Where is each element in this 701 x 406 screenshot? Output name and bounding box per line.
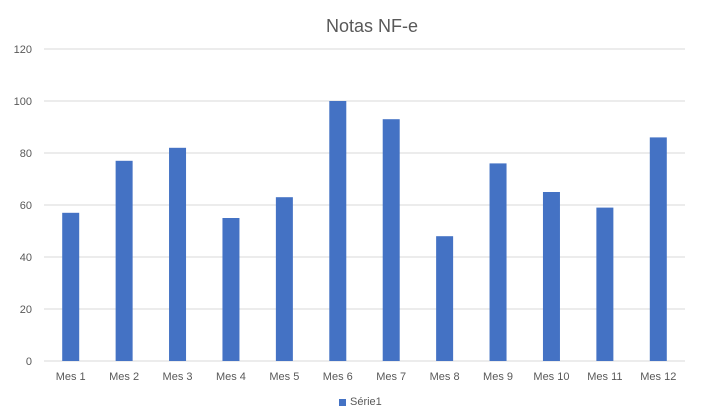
- chart-title: Notas NF-e: [326, 16, 418, 36]
- x-tick-label: Mes 1: [56, 371, 86, 383]
- legend: Série1: [339, 396, 382, 406]
- x-tick-label: Mes 2: [109, 371, 139, 383]
- y-tick-label: 20: [20, 304, 32, 316]
- bar: [329, 101, 347, 361]
- y-tick-label: 80: [20, 148, 32, 160]
- bar: [275, 197, 293, 361]
- x-tick-label: Mes 6: [323, 371, 353, 383]
- bar: [115, 160, 133, 361]
- y-tick-label: 120: [14, 44, 32, 56]
- x-tick-label: Mes 5: [269, 371, 299, 383]
- x-tick-label: Mes 4: [216, 371, 246, 383]
- bar: [436, 236, 454, 361]
- y-tick-label: 100: [14, 96, 32, 108]
- y-tick-label: 60: [20, 200, 32, 212]
- x-tick-label: Mes 12: [640, 371, 676, 383]
- y-tick-label: 0: [26, 356, 32, 368]
- x-tick-label: Mes 8: [430, 371, 460, 383]
- x-tick-label: Mes 7: [376, 371, 406, 383]
- bar: [62, 212, 80, 361]
- bar: [222, 218, 240, 361]
- y-axis-ticks: 0 20 40 60 80 100 120: [14, 44, 32, 368]
- x-tick-label: Mes 10: [533, 371, 569, 383]
- x-tick-label: Mes 9: [483, 371, 513, 383]
- legend-swatch: [339, 399, 346, 406]
- bar: [596, 207, 614, 361]
- bar: [382, 119, 400, 361]
- bar: [542, 192, 560, 361]
- x-axis-ticks: Mes 1 Mes 2 Mes 3 Mes 4 Mes 5 Mes 6 Mes 7 Mes 8…: [56, 371, 677, 383]
- y-tick-label: 40: [20, 252, 32, 264]
- legend-label: Série1: [350, 396, 382, 406]
- bar: [649, 137, 667, 361]
- grid-lines: [44, 48, 685, 362]
- x-tick-label: Mes 11: [587, 371, 622, 383]
- bar: [169, 147, 187, 361]
- bar: [489, 163, 507, 361]
- x-tick-label: Mes 3: [163, 371, 193, 383]
- bars: [62, 101, 667, 361]
